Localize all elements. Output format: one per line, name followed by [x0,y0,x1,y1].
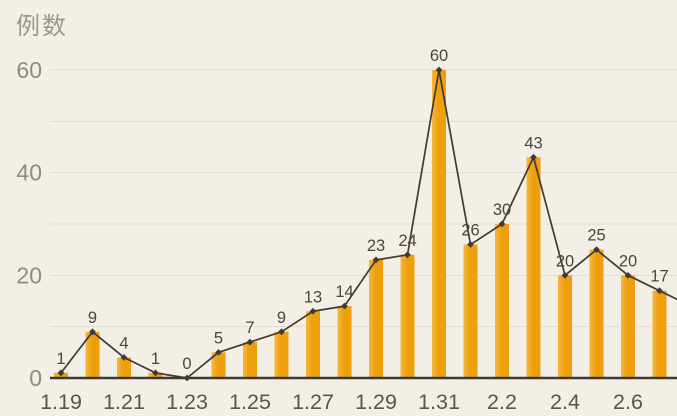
data-value-label: 9 [277,309,286,327]
bar [558,275,572,378]
data-value-label: 0 [182,355,191,373]
data-point-marker [120,354,128,361]
data-point-marker [435,66,443,74]
data-value-label: 43 [524,134,542,152]
data-point-marker [498,220,506,228]
x-tick-label: 1.29 [355,390,397,414]
data-value-label: 24 [398,232,416,250]
y-tick-label: 40 [16,160,42,186]
data-value-label: 13 [304,288,322,306]
x-tick-label: 1.21 [103,390,145,414]
bar [495,224,509,378]
data-value-label: 25 [587,227,605,245]
bar [621,275,635,378]
data-value-label: 20 [619,252,637,270]
data-value-label: 17 [650,268,668,286]
data-value-label: 23 [367,237,385,255]
y-tick-label: 20 [16,262,42,288]
bar [432,70,446,378]
data-point-marker [89,328,96,336]
data-value-label: 20 [556,252,574,270]
bar [589,249,604,378]
bar [274,331,289,378]
bar [117,357,131,378]
data-point-marker [467,241,474,248]
bar [211,352,226,378]
y-tick-label: 0 [29,365,42,391]
data-point-marker [183,374,191,382]
x-tick-label: 2.6 [613,390,643,414]
bar [400,254,415,378]
data-point-marker [57,369,65,377]
bar [463,244,478,378]
x-tick-label: 1.23 [166,390,208,414]
bar [85,331,100,378]
data-value-label: 30 [493,201,511,219]
bar [337,306,352,378]
data-value-label: 7 [245,319,254,337]
y-axis-title: 例数 [16,13,68,40]
x-tick-label: 1.27 [292,390,334,414]
data-value-label: 26 [461,222,479,240]
x-tick-label: 2.2 [487,390,517,414]
data-value-label: 1 [56,350,65,368]
data-point-marker [341,302,348,310]
data-value-label: 5 [214,329,223,347]
data-value-label: 9 [88,309,97,327]
data-value-label: 60 [430,47,448,65]
x-tick-label: 1.25 [229,390,271,414]
x-tick-label: 1.31 [418,390,460,414]
data-point-marker [530,153,537,161]
x-tick-label: 2.4 [550,390,580,414]
data-point-marker [152,369,159,377]
bar [526,157,541,378]
x-tick-label: 1.19 [40,390,82,414]
data-value-label: 14 [335,283,353,301]
data-point-marker [372,256,380,264]
bar [369,259,383,378]
bar [243,342,257,378]
bar [652,290,667,378]
data-value-label: 1 [151,350,160,368]
bar [306,311,320,378]
data-point-marker [309,307,317,315]
y-tick-label: 60 [16,57,42,83]
data-point-marker [278,328,285,336]
data-value-label: 4 [119,334,128,352]
